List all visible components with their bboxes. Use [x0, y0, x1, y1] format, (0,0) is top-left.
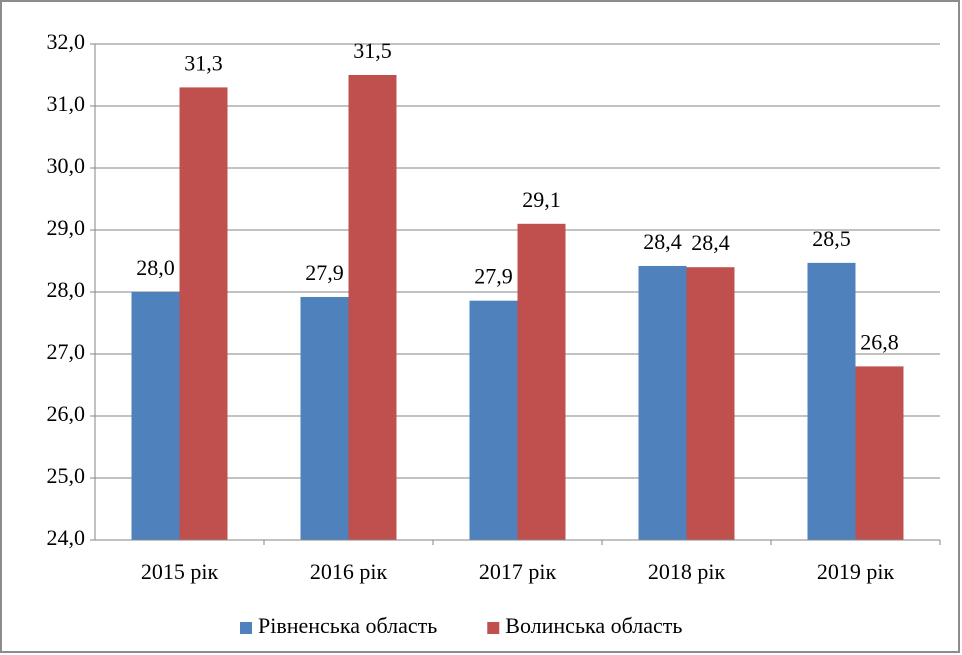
x-tick-label: 2015 рік [141, 559, 219, 584]
data-label: 29,1 [522, 187, 561, 212]
x-tick-label: 2017 рік [479, 559, 557, 584]
data-label: 27,9 [305, 260, 344, 285]
legend-label: Волинська область [505, 613, 682, 638]
y-tick-label: 25,0 [47, 463, 86, 488]
data-label: 28,4 [643, 229, 682, 254]
data-label: 31,5 [353, 38, 392, 63]
bar [638, 265, 687, 540]
bar [855, 366, 904, 540]
x-tick-label: 2018 рік [648, 559, 726, 584]
bar [131, 292, 180, 540]
y-tick-label: 24,0 [47, 525, 86, 550]
bar [807, 262, 856, 540]
bar [469, 300, 518, 540]
data-label: 26,8 [860, 329, 899, 354]
bar [300, 296, 349, 540]
y-tick-label: 28,0 [47, 277, 86, 302]
data-label: 28,0 [136, 255, 175, 280]
y-tick-label: 26,0 [47, 401, 86, 426]
legend-swatch [240, 622, 252, 634]
bar [348, 75, 397, 540]
data-label: 28,5 [812, 226, 851, 251]
y-tick-label: 27,0 [47, 339, 86, 364]
y-tick-label: 31,0 [47, 91, 86, 116]
legend-swatch [487, 622, 500, 634]
data-label: 28,4 [691, 230, 730, 255]
bar [517, 223, 566, 541]
data-label: 31,3 [184, 50, 223, 75]
bar [179, 87, 228, 541]
legend-label: Рівненська область [258, 613, 437, 638]
x-tick-label: 2016 рік [310, 559, 388, 584]
y-tick-label: 30,0 [47, 153, 86, 178]
y-tick-label: 29,0 [47, 215, 86, 240]
x-tick-label: 2019 рік [817, 559, 895, 584]
y-tick-label: 32,0 [47, 29, 86, 54]
data-label: 27,9 [474, 264, 513, 289]
bar [686, 267, 735, 540]
